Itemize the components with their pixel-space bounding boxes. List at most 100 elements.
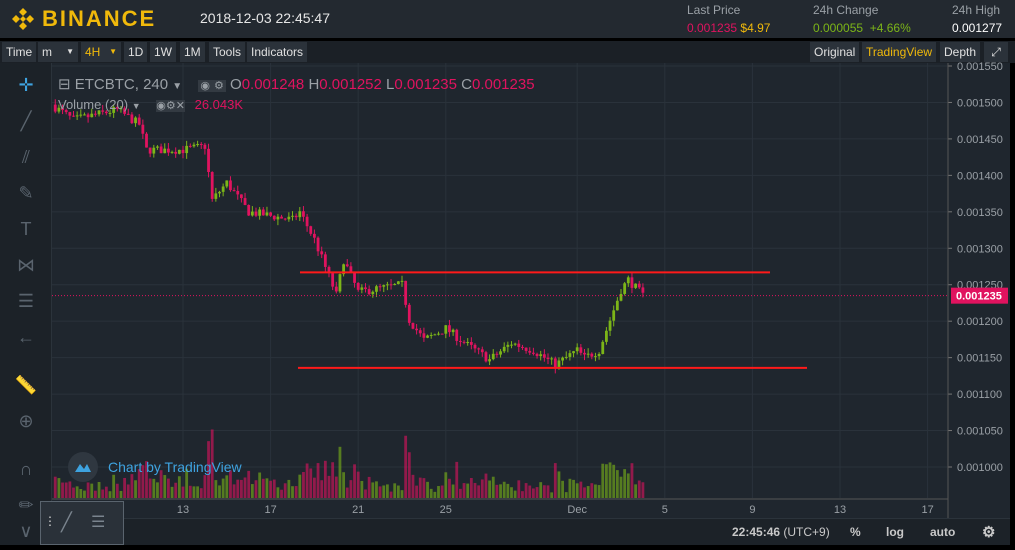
indicators-button[interactable]: Indicators (247, 42, 308, 62)
candle-body (521, 346, 524, 348)
candle-body (568, 353, 572, 357)
volume-bar (130, 474, 134, 498)
percent-toggle[interactable]: % (850, 525, 861, 539)
line-tool-icon[interactable]: ╱ (61, 512, 72, 532)
volume-bar (261, 478, 265, 498)
volume-bar (634, 484, 637, 498)
prediction-icon[interactable]: ☰ (17, 291, 35, 311)
candle-body (53, 104, 57, 112)
price-tick-label: 0.001500 (957, 97, 1003, 109)
volume-bar (477, 485, 481, 498)
text-icon[interactable]: T (20, 219, 32, 239)
volume-bar (480, 479, 484, 498)
tradingview-button[interactable]: TradingView (862, 42, 937, 62)
open-label: O (230, 76, 242, 93)
price-tick-label: 0.001200 (957, 316, 1003, 328)
close-icon[interactable]: ✕ (175, 100, 185, 112)
candle-body (225, 180, 229, 187)
ruler-icon[interactable]: 📏 (14, 375, 38, 395)
drag-handle-icon[interactable]: ⋮ (44, 514, 56, 528)
gear-icon[interactable]: ⚙ (211, 80, 226, 92)
volume-bar (568, 478, 572, 498)
minute-dropdown[interactable]: m ▼ (38, 42, 78, 62)
volume-bar (265, 478, 269, 498)
candle-body (502, 346, 506, 352)
volume-bar (64, 482, 68, 498)
tools-button[interactable]: Tools (209, 42, 246, 62)
volume-bar (433, 491, 437, 498)
brush-icon[interactable]: ✎ (18, 183, 34, 203)
zoom-in-icon[interactable]: ⊕ (18, 411, 34, 431)
volume-bar (396, 485, 400, 498)
candle-body (283, 218, 287, 220)
pattern-icon[interactable]: ⋈ (17, 255, 35, 275)
volume-bar (553, 463, 557, 498)
binance-logo[interactable]: BINANCE (10, 6, 156, 32)
candle-body (411, 322, 415, 329)
eye-icon[interactable]: ◉ (156, 100, 166, 112)
magnet-icon[interactable]: ∩ (19, 459, 33, 479)
1m-button[interactable]: 1M (180, 42, 205, 62)
1d-button[interactable]: 1D (124, 42, 148, 62)
candle-body (513, 343, 517, 345)
original-button[interactable]: Original (810, 42, 860, 62)
trend-line-icon[interactable]: ╱ (20, 111, 32, 131)
volume-bar (407, 452, 411, 498)
4h-dropdown[interactable]: 4H ▼ (81, 42, 121, 62)
arrow-left-icon[interactable]: ← (17, 327, 35, 347)
volume-bar (229, 470, 232, 498)
candle-body (152, 147, 156, 154)
time-button[interactable]: Time (2, 42, 36, 62)
depth-button[interactable]: Depth (940, 42, 981, 62)
1w-button[interactable]: 1W (150, 42, 176, 62)
volume-bar (422, 478, 426, 498)
volume-bar (90, 483, 94, 498)
volume-bar (440, 485, 444, 498)
crosshair-icon[interactable]: ✛ (18, 75, 34, 95)
auto-toggle[interactable]: auto (930, 525, 956, 539)
timezone[interactable]: (UTC+9) (783, 525, 830, 539)
candle-body (148, 147, 152, 154)
caret-down-icon[interactable]: ▼ (131, 101, 141, 111)
collapse-legend-icon[interactable]: ⊟ (58, 76, 71, 93)
volume-bar (327, 475, 331, 498)
settings-lines-icon[interactable]: ☰ (91, 514, 106, 531)
candle-body (57, 107, 61, 112)
candle-body (426, 335, 429, 338)
symbol-name[interactable]: ETCBTC, 240 (74, 76, 169, 93)
candle-body (349, 266, 353, 273)
candle-body (630, 277, 634, 288)
volume-bar (338, 446, 342, 498)
volume-bar (415, 485, 418, 498)
eye-icon[interactable]: ◉ (198, 80, 212, 92)
candle-body (499, 351, 502, 355)
volume-bar (495, 484, 499, 498)
fib-icon[interactable]: ⫽ (21, 147, 31, 167)
caret-down-icon[interactable]: ▼ (172, 81, 183, 92)
volume-bar (513, 490, 517, 498)
candle-body (448, 325, 451, 333)
candle-body (433, 334, 437, 336)
fullscreen-icon[interactable]: ⤢ (984, 42, 1008, 62)
log-toggle[interactable]: log (886, 525, 904, 539)
volume-label[interactable]: Volume (20) (58, 97, 129, 112)
tradingview-watermark[interactable]: Chart by TradingView (68, 452, 242, 482)
volume-bar (112, 474, 116, 498)
volume-bar (199, 488, 203, 498)
candle-body (415, 328, 418, 331)
candle-body (298, 211, 302, 218)
candle-body (79, 114, 83, 116)
volume-bar (291, 486, 294, 498)
volume-bar (145, 461, 148, 498)
settings-gear-icon[interactable]: ⚙ (982, 524, 996, 541)
lock-drawing-icon[interactable]: ✏ (18, 495, 34, 515)
candle-body (261, 209, 265, 216)
candle-body (291, 215, 294, 217)
gear-icon[interactable]: ⚙ (165, 100, 176, 112)
collapse-chevron-icon[interactable]: ∨ (19, 521, 33, 541)
candle-body (550, 358, 554, 360)
candle-body (123, 108, 126, 114)
candle-body (68, 112, 72, 116)
price-tick-label: 0.001000 (957, 462, 1003, 474)
